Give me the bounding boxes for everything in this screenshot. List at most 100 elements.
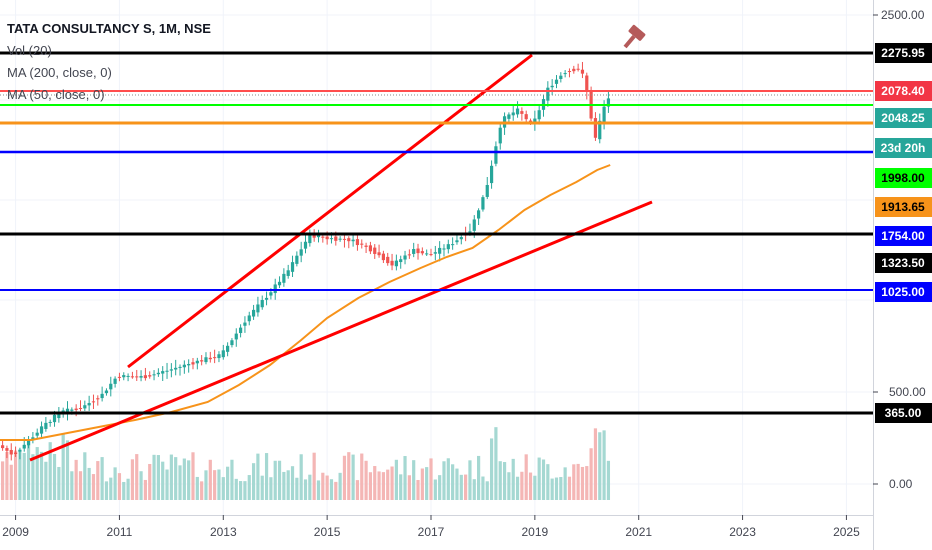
volume-bar <box>451 464 455 500</box>
volume-bar <box>74 459 78 500</box>
candle-body <box>174 367 178 370</box>
candle-body <box>83 405 87 409</box>
candle-body <box>576 68 580 70</box>
candle-body <box>104 390 109 394</box>
candle-body <box>143 375 147 379</box>
candle-body <box>169 369 173 371</box>
volume-bar <box>22 452 26 500</box>
volume-bar <box>533 475 537 500</box>
time-axis[interactable]: 2009 2011 2013 2015 2017 2019 2021 2023 2025 <box>0 515 873 539</box>
indicator-volume[interactable]: Vol (20) <box>7 43 52 58</box>
price-badge-7: 1323.50 <box>875 253 932 273</box>
volume-bar <box>178 465 182 500</box>
volume-bar <box>438 475 442 500</box>
upper-trendline[interactable] <box>127 53 533 369</box>
volume-bar <box>48 442 52 500</box>
volume-bar <box>91 474 96 500</box>
candle-body <box>303 241 308 249</box>
candle-body <box>606 98 611 107</box>
volume-bar <box>13 450 18 500</box>
y-tick-0: 0.00 <box>889 477 913 491</box>
candle-body <box>18 450 22 452</box>
candle-body <box>178 366 182 368</box>
volume-bar <box>308 474 312 500</box>
candle-body <box>338 238 342 240</box>
gavel-icon[interactable] <box>619 24 646 52</box>
candle-body <box>22 444 26 449</box>
candle-body <box>299 249 303 256</box>
volume-bar <box>316 480 321 500</box>
volume-bar <box>273 460 277 500</box>
candle-body <box>74 408 78 411</box>
candle-body <box>39 426 44 434</box>
volume-bar <box>247 475 251 500</box>
volume-bar <box>31 454 35 500</box>
candle-body <box>195 360 199 364</box>
volume-bar <box>541 459 546 500</box>
volume-bar <box>104 481 109 500</box>
volume-bar <box>117 473 122 500</box>
volume-bar <box>377 471 381 500</box>
candle-body <box>31 437 35 440</box>
candle-body <box>407 254 411 256</box>
volume-bar <box>537 457 541 500</box>
volume-bar <box>39 451 44 500</box>
candle-body <box>126 375 130 377</box>
candle-body <box>234 333 238 340</box>
candle-body <box>399 259 403 263</box>
candle-body <box>368 245 373 252</box>
x-tick-2009: 2009 <box>2 525 29 539</box>
price-badge-label: 2275.95 <box>881 46 925 60</box>
volume-bar <box>226 466 230 500</box>
price-axis[interactable]: 2500.00 500.00 0.00 2275.95 2078.40 2048.2… <box>873 0 932 550</box>
lower-trendline[interactable] <box>29 200 653 462</box>
price-badge-3: 23d 20h <box>875 138 932 158</box>
volume-bar <box>593 428 598 500</box>
candle-body <box>494 146 498 164</box>
volume-bar <box>325 475 329 500</box>
candle-body <box>537 110 541 120</box>
volume-bar <box>213 470 217 500</box>
y-tick-2500: 2500.00 <box>881 8 925 22</box>
volume-bar <box>507 472 511 500</box>
candle-body <box>451 244 455 246</box>
volume-bar <box>528 472 533 500</box>
volume-bar <box>100 457 104 500</box>
volume-bar <box>61 433 65 500</box>
candle-body <box>139 376 143 378</box>
candle-body <box>520 111 524 114</box>
volume-bar <box>113 467 117 500</box>
candle-body <box>91 401 96 403</box>
volume-bar <box>286 470 290 500</box>
candle-body <box>221 350 225 358</box>
volume-bar <box>589 448 593 500</box>
candle-body <box>78 407 83 410</box>
price-badge-label: 1913.65 <box>881 200 925 214</box>
price-badge-label: 1025.00 <box>881 285 925 299</box>
volume-bar <box>347 452 351 500</box>
candle-body <box>109 383 113 390</box>
volume-bar <box>208 459 212 500</box>
candle-body <box>373 247 377 254</box>
volume-bar <box>65 440 70 500</box>
indicator-ma-200[interactable]: MA (200, close, 0) <box>7 65 112 80</box>
candle-body <box>243 322 247 326</box>
volume-bar <box>139 471 143 500</box>
chart-legend: TATA CONSULTANCY S, 1M, NSE Vol (20) MA … <box>7 18 211 106</box>
candle-body <box>585 75 589 92</box>
volume-bar <box>520 471 524 500</box>
candle-body <box>256 304 260 313</box>
candle-body <box>420 251 424 254</box>
x-tick-2015: 2015 <box>314 525 341 539</box>
candle-body <box>425 253 429 255</box>
candle-body <box>87 403 91 406</box>
indicator-ma-50[interactable]: MA (50, close, 0) <box>7 87 105 102</box>
price-badge-label: 2078.40 <box>881 84 925 98</box>
volume-bar <box>256 453 260 500</box>
x-tick-2025: 2025 <box>833 525 860 539</box>
candle-body <box>489 165 494 184</box>
candle-body <box>130 376 135 378</box>
volume-bar <box>83 452 87 500</box>
candle-body <box>44 422 48 429</box>
